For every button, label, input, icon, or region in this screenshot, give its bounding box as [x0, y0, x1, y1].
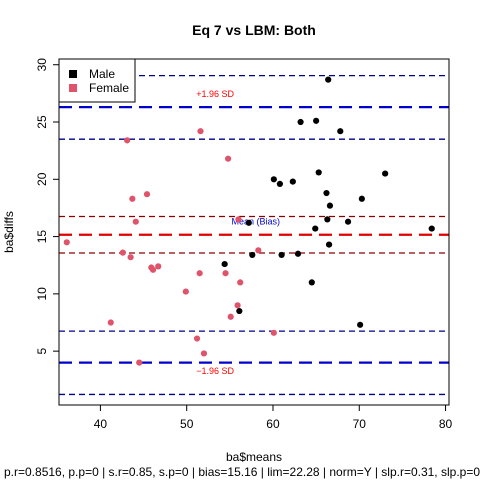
point-female: [124, 137, 131, 144]
point-male: [324, 216, 331, 223]
x-tick-label: 80: [439, 417, 453, 431]
x-axis-label: ba$means: [226, 450, 282, 464]
point-female: [155, 263, 162, 270]
y-axis-label: ba$diffs: [2, 211, 16, 253]
annotation-1-96-sd: +1.96 SD: [196, 89, 234, 99]
point-female: [222, 270, 229, 277]
point-female: [200, 350, 208, 357]
point-female: [270, 329, 277, 336]
point-male: [297, 118, 304, 126]
point-female: [149, 266, 157, 273]
data-points: [63, 76, 435, 366]
point-male: [312, 225, 319, 232]
x-axis: 40 50 60 70 80: [94, 404, 453, 431]
chart-title: Eq 7 vs LBM: Both: [192, 22, 316, 38]
point-female: [196, 270, 203, 277]
point-female: [255, 247, 262, 254]
point-female: [107, 319, 114, 326]
point-male: [325, 76, 332, 83]
point-female: [127, 254, 134, 261]
point-female: [197, 128, 204, 135]
point-female: [63, 239, 70, 246]
legend-swatch-male: [69, 70, 77, 78]
point-female: [129, 195, 136, 202]
reference-lines: [59, 74, 449, 396]
plot-frame: [58, 58, 450, 406]
point-female: [143, 191, 151, 198]
point-male: [326, 202, 334, 209]
point-male: [276, 180, 283, 187]
point-male: [278, 251, 285, 259]
point-female: [225, 155, 232, 162]
y-tick-label: 30: [35, 58, 49, 72]
x-tick-label: 40: [94, 417, 108, 431]
point-female: [182, 288, 189, 295]
point-female: [132, 218, 139, 225]
point-male: [245, 219, 252, 226]
point-male: [313, 117, 320, 124]
point-female: [136, 359, 143, 366]
annotations: +1.96 SD Mean (Bias) −1.96 SD: [196, 89, 280, 376]
point-male: [221, 260, 228, 268]
annotation-mean-bias: Mean (Bias): [231, 217, 280, 227]
point-male: [382, 170, 389, 177]
point-female: [227, 313, 234, 320]
y-axis: 5 10 15 20 25 30: [35, 58, 60, 354]
point-male: [270, 176, 277, 183]
point-male: [325, 241, 333, 248]
point-male: [289, 178, 296, 185]
x-tick-label: 50: [180, 417, 194, 431]
point-male: [357, 321, 364, 328]
point-female: [234, 302, 241, 309]
legend-label-female: Female: [89, 81, 129, 95]
point-female: [237, 279, 244, 286]
stats-footer: p.r=0.8516, p.p=0 | s.r=0.85, s.p=0 | bi…: [4, 465, 480, 479]
y-tick-label: 20: [35, 172, 49, 186]
point-male: [308, 279, 315, 286]
point-male: [323, 189, 330, 197]
point-male: [337, 128, 344, 135]
point-male: [358, 195, 365, 202]
annotation-1-96-sd: −1.96 SD: [196, 366, 234, 376]
point-male: [236, 307, 243, 315]
point-female: [235, 216, 242, 223]
y-tick-label: 10: [35, 287, 49, 301]
point-male: [344, 218, 352, 225]
x-tick-label: 70: [353, 417, 367, 431]
legend-box: [58, 58, 136, 103]
y-tick-label: 5: [35, 347, 49, 354]
point-male: [315, 169, 322, 176]
legend-label-male: Male: [89, 67, 115, 81]
point-male: [428, 225, 435, 232]
point-female: [193, 335, 201, 342]
point-male: [249, 251, 256, 259]
point-female: [119, 249, 126, 256]
point-male: [294, 250, 302, 257]
x-tick-label: 60: [266, 417, 280, 431]
y-tick-label: 15: [35, 230, 49, 244]
legend-swatch-female: [69, 84, 77, 92]
y-tick-label: 25: [35, 115, 49, 129]
